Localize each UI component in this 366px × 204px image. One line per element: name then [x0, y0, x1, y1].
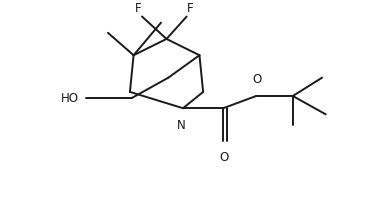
Text: F: F: [135, 2, 142, 15]
Text: HO: HO: [61, 92, 79, 104]
Text: N: N: [177, 119, 186, 132]
Text: O: O: [252, 73, 262, 86]
Text: O: O: [219, 151, 228, 164]
Text: F: F: [187, 2, 194, 15]
